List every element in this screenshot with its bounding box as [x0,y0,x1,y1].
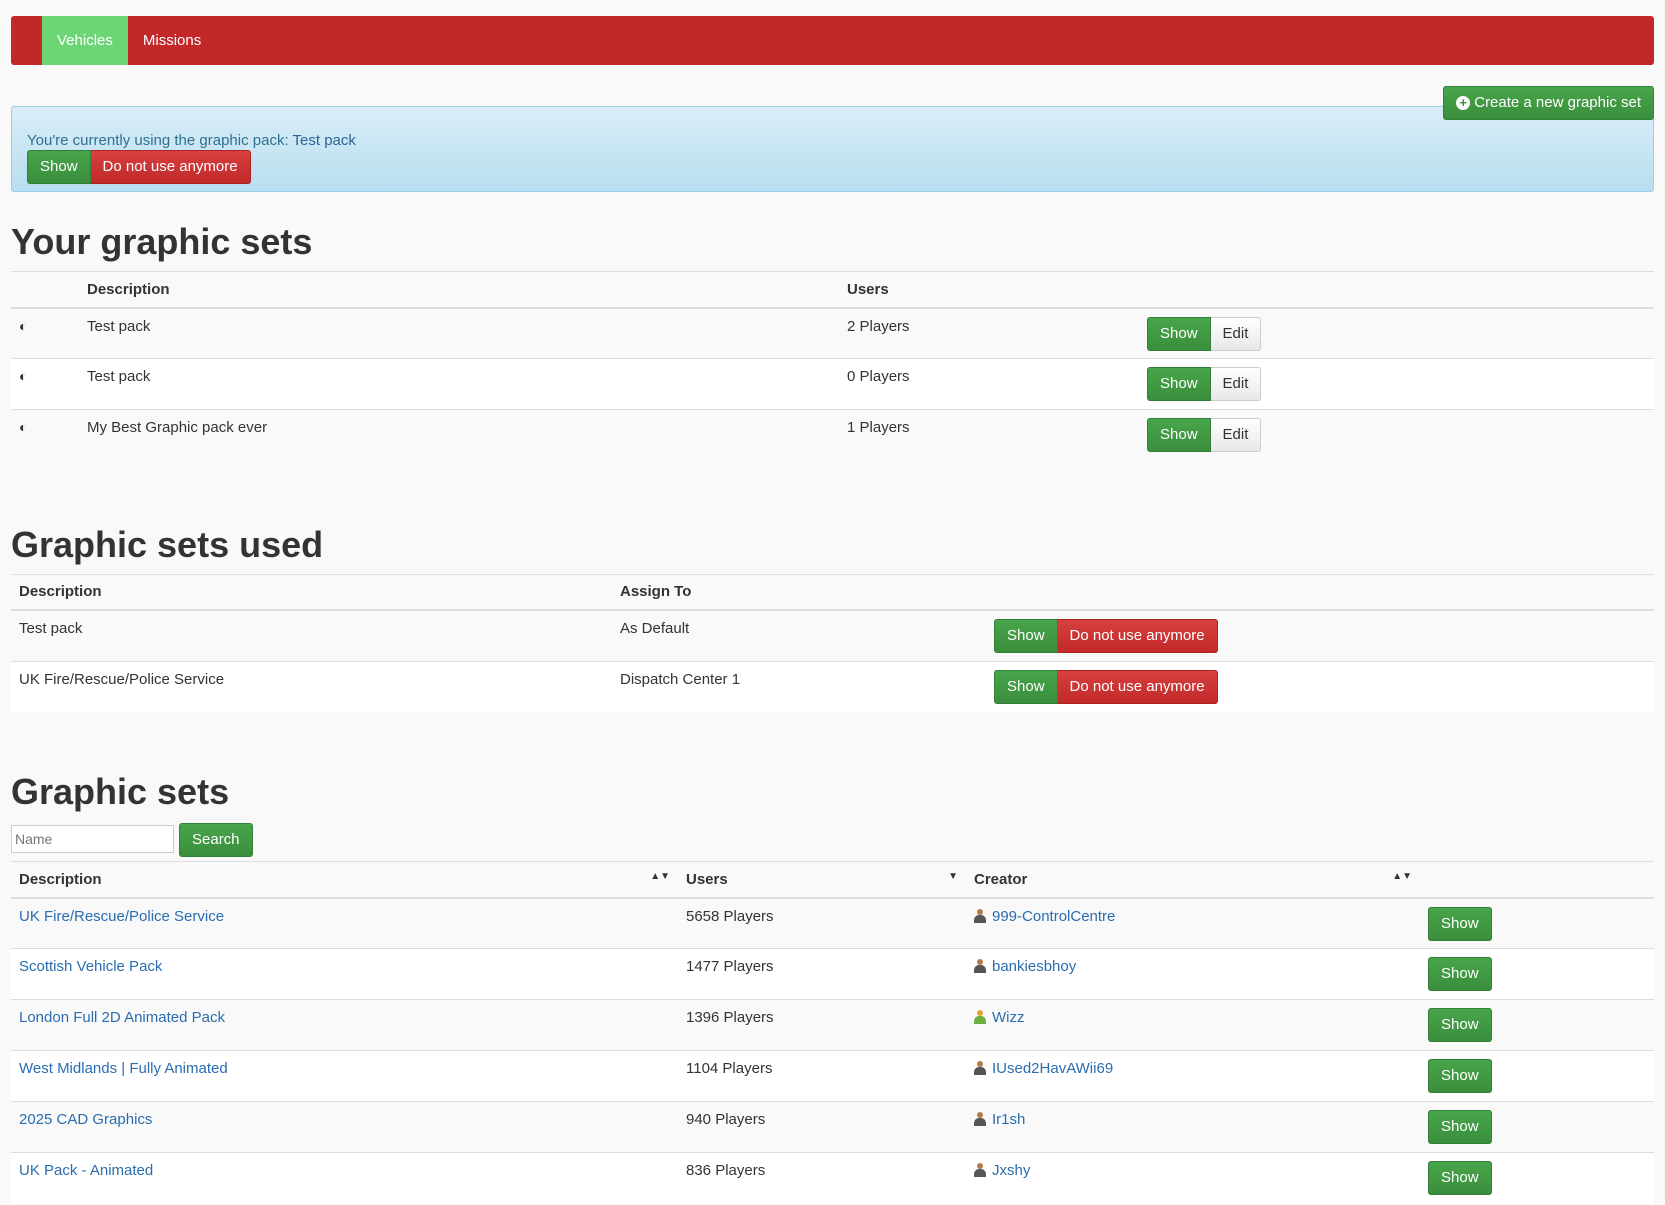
col-description: Description [11,573,612,611]
users-cell: 1396 Players [678,999,966,1051]
set-link[interactable]: Scottish Vehicle Pack [19,958,163,975]
set-link[interactable]: West Midlands | Fully Animated [19,1060,228,1077]
used-sets-table: Description Assign To Test pack As Defaul… [11,573,1654,712]
search-button[interactable]: Search [179,823,253,857]
eye-slash-icon[interactable]: ◐ [19,317,28,334]
your-sets-title: Your graphic sets [11,221,313,262]
show-button[interactable]: Show [994,619,1058,653]
col-users-sortable[interactable]: Users ▼ [678,861,966,899]
show-button[interactable]: Show [1428,1110,1492,1144]
table-row: Scottish Vehicle Pack 1477 Players banki… [11,948,1654,1000]
user-icon [974,1112,986,1126]
show-button[interactable]: Show [1147,367,1211,401]
nav-vehicles[interactable]: Vehicles [42,16,128,65]
show-button[interactable]: Show [1428,957,1492,991]
eye-slash-icon[interactable]: ◐ [19,368,28,384]
table-row: ◐ Test pack 2 Players Show Edit [11,307,1654,359]
col-users: Users [839,271,1139,309]
stop-using-button[interactable]: Do not use anymore [1057,669,1218,704]
description-cell: Test pack [11,610,612,661]
users-cell: 1 Players [839,409,1139,461]
table-row: London Full 2D Animated Pack 1396 Player… [11,999,1654,1051]
users-cell: 0 Players [839,358,1139,410]
users-cell: 2 Players [839,307,1139,359]
show-button[interactable]: Show [1428,906,1492,941]
plus-circle-icon: + [1456,96,1471,110]
set-link[interactable]: UK Pack - Animated [19,1162,154,1179]
name-search-input[interactable] [11,825,174,853]
assign-cell: As Default [612,610,986,661]
table-row: UK Fire/Rescue/Police Service Dispatch C… [11,660,1654,712]
user-icon [974,908,986,923]
table-row: UK Pack - Animated 836 Players Jxshy Sho… [11,1152,1654,1204]
show-button[interactable]: Show [1147,418,1211,452]
sort-icon: ▲▼ [1392,870,1412,882]
create-graphic-set-button[interactable]: + Create a new graphic set [1443,86,1654,120]
col-description: Description [79,271,839,309]
creator-link[interactable]: 999-ControlCentre [992,907,1116,925]
users-cell: 5658 Players [678,897,966,949]
create-label: Create a new graphic set [1474,94,1641,111]
main-nav: Vehicles Missions [11,16,1654,65]
graphic-sets-table: Description ▲▼ Users ▼ Creator ▲▼ UK Fire/R… [11,861,1654,1204]
creator-link[interactable]: IUsed2HavAWii69 [992,1060,1114,1077]
description-cell: Test pack [79,358,839,410]
users-cell: 1104 Players [678,1050,966,1102]
sort-icon: ▲▼ [650,870,670,882]
col-label: Description [19,870,102,888]
user-icon [974,1010,986,1024]
col-assign-to: Assign To [612,573,986,611]
nav-missions[interactable]: Missions [142,32,202,49]
user-icon [974,1163,986,1177]
show-button[interactable]: Show [1428,1161,1492,1195]
current-pack-link[interactable]: Test pack [292,132,356,149]
users-cell: 940 Players [678,1101,966,1153]
table-row: Test pack As Default Show Do not use anym… [11,610,1654,661]
sort-desc-icon: ▼ [948,870,958,882]
user-icon [974,1061,986,1075]
description-cell: UK Fire/Rescue/Police Service [11,660,612,712]
user-icon [974,959,986,973]
stop-using-pack-button[interactable]: Do not use anymore [90,150,251,184]
stop-using-button[interactable]: Do not use anymore [1057,619,1218,653]
table-row: ◐ Test pack 0 Players Show Edit [11,358,1654,410]
alert-text: You're currently using the graphic pack: [27,132,293,149]
creator-link[interactable]: Ir1sh [992,1111,1026,1128]
your-sets-table: Description Users ◐ Test pack 2 Players S… [11,271,1654,461]
set-link[interactable]: UK Fire/Rescue/Police Service [19,907,225,925]
show-button[interactable]: Show [1147,316,1211,351]
set-link[interactable]: 2025 CAD Graphics [19,1111,153,1128]
col-label: Creator [974,870,1028,888]
set-link[interactable]: London Full 2D Animated Pack [19,1009,225,1026]
current-pack-alert: You're currently using the graphic pack:… [11,106,1654,192]
table-row: 2025 CAD Graphics 940 Players Ir1sh Show [11,1101,1654,1153]
table-row: UK Fire/Rescue/Police Service 5658 Playe… [11,897,1654,949]
creator-link[interactable]: Wizz [992,1009,1025,1026]
edit-button[interactable]: Edit [1210,367,1262,401]
creator-link[interactable]: bankiesbhoy [992,958,1077,975]
users-cell: 1477 Players [678,948,966,1000]
col-description-sortable[interactable]: Description ▲▼ [11,861,678,899]
description-cell: Test pack [79,307,839,359]
show-button[interactable]: Show [994,669,1058,704]
users-cell: 836 Players [678,1152,966,1204]
eye-slash-icon[interactable]: ◐ [19,419,28,435]
show-button[interactable]: Show [1428,1008,1492,1042]
graphic-sets-title: Graphic sets [11,771,230,812]
col-creator-sortable[interactable]: Creator ▲▼ [966,861,1420,899]
creator-link[interactable]: Jxshy [992,1162,1031,1179]
edit-button[interactable]: Edit [1210,418,1262,452]
table-row: ◐ My Best Graphic pack ever 1 Players Sh… [11,409,1654,461]
show-button[interactable]: Show [1428,1059,1492,1093]
description-cell: My Best Graphic pack ever [79,409,839,461]
edit-button[interactable]: Edit [1210,316,1262,351]
table-row: West Midlands | Fully Animated 1104 Play… [11,1050,1654,1102]
col-label: Users [686,870,728,888]
used-sets-title: Graphic sets used [11,523,324,565]
assign-cell: Dispatch Center 1 [612,660,986,712]
show-current-pack-button[interactable]: Show [27,150,91,184]
